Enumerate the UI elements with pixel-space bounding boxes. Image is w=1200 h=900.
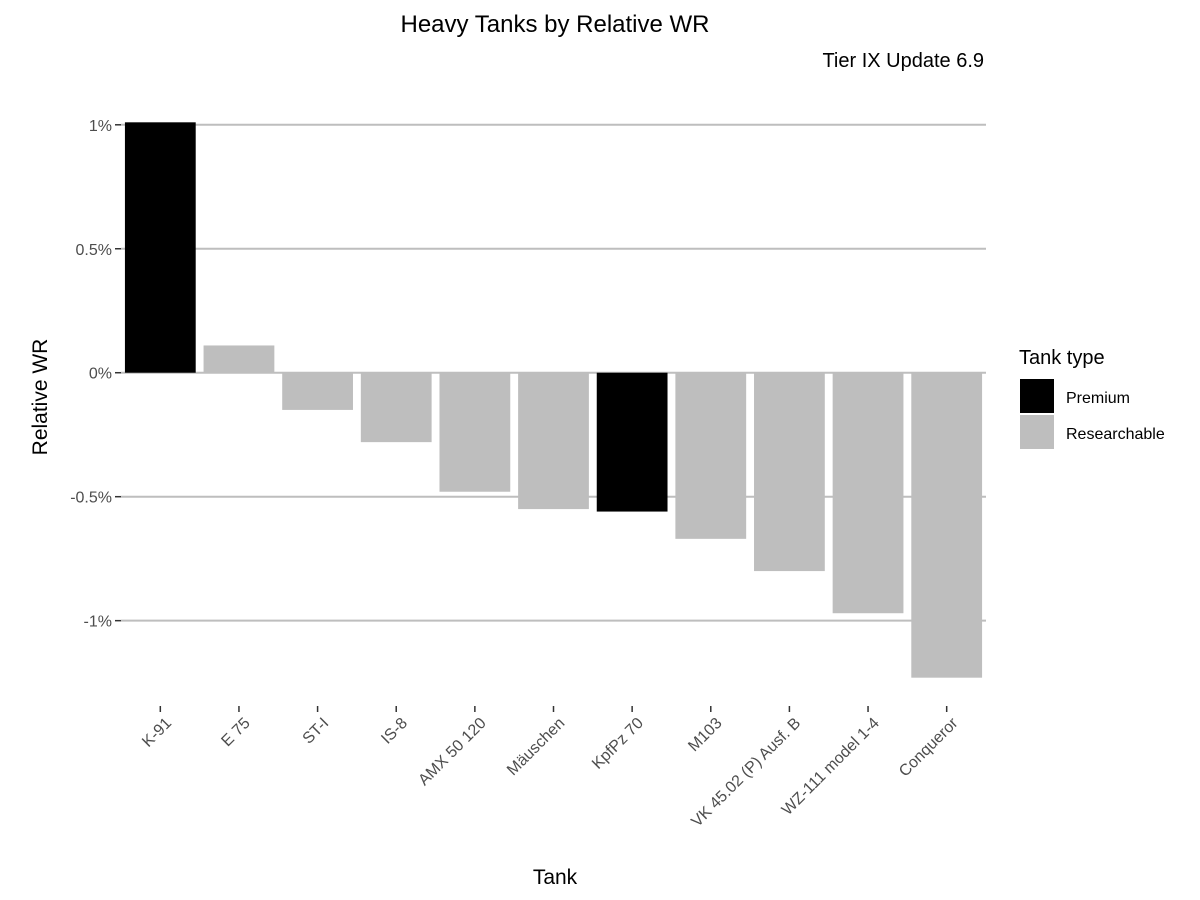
- y-axis-title: Relative WR: [29, 339, 52, 456]
- x-tick-label: Mäuschen: [504, 715, 568, 779]
- y-tick-label: -0.5%: [70, 490, 112, 507]
- bar: [754, 372, 825, 572]
- y-tick-label: 0%: [89, 366, 112, 383]
- y-tick-label: 0.5%: [76, 242, 112, 259]
- legend-label: Premium: [1066, 390, 1130, 407]
- chart-title: Heavy Tanks by Relative WR: [401, 11, 710, 38]
- legend-items: Premium Researchable: [1020, 379, 1165, 449]
- x-axis-title: Tank: [533, 866, 578, 889]
- bars: [124, 122, 983, 678]
- chart-subtitle: Tier IX Update 6.9: [822, 50, 984, 72]
- bar: [675, 372, 747, 539]
- x-tick-label: K-91: [139, 715, 175, 751]
- legend-key: [1020, 379, 1054, 413]
- y-tick-label: -1%: [84, 614, 112, 631]
- x-tick-label: ST-I: [300, 715, 333, 748]
- legend: Tank type Premium Researchable: [1019, 347, 1165, 449]
- legend-title: Tank type: [1019, 347, 1105, 369]
- x-tick-label: M103: [685, 715, 725, 755]
- bar: [360, 372, 432, 443]
- x-tick-label: Conqueror: [896, 714, 962, 780]
- x-tick-label: IS-8: [378, 715, 411, 748]
- bar: [203, 345, 275, 373]
- y-tick-label: 1%: [89, 118, 112, 135]
- bar: [911, 372, 983, 678]
- x-tick-label: E 75: [218, 715, 253, 750]
- bar: [596, 372, 668, 512]
- legend-key: [1020, 415, 1054, 449]
- x-axis-ticks: K-91 E 75 ST-I IS-8 AMX 50 120 Mäuschen KpfPz …: [139, 706, 962, 831]
- bar: [124, 122, 196, 373]
- x-tick-label: AMX 50 120: [415, 715, 489, 789]
- bar: [518, 372, 589, 510]
- bar: [832, 372, 904, 614]
- x-tick-label: KpfPz 70: [589, 715, 647, 773]
- bar: [282, 372, 353, 410]
- bar: [439, 372, 511, 492]
- legend-label: Researchable: [1066, 426, 1165, 443]
- y-axis-ticks: 1% 0.5% 0% -0.5% -1%: [70, 118, 121, 631]
